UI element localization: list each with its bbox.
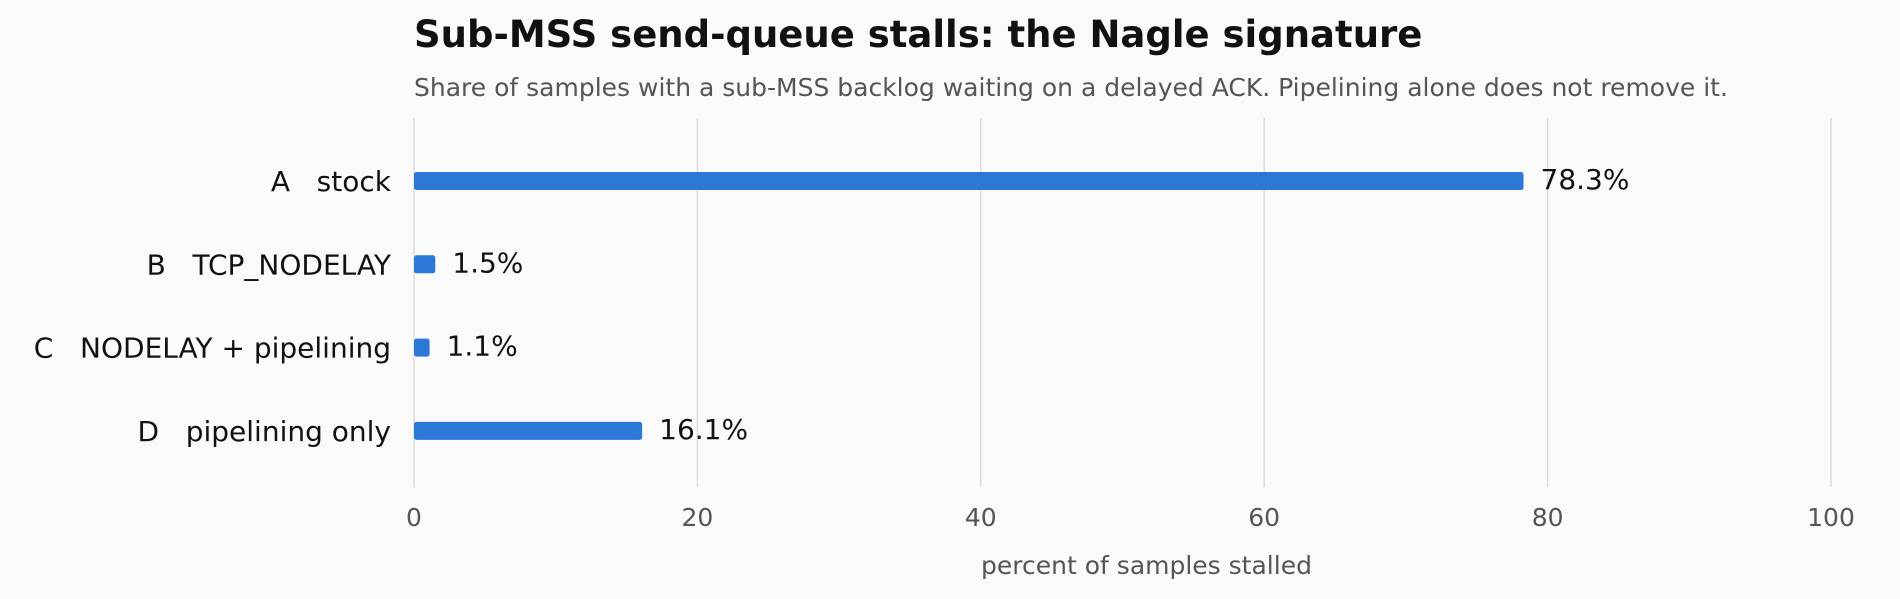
chart-title: Sub-MSS send-queue stalls: the Nagle sig… [414, 13, 1422, 56]
x-tick-label: 60 [1248, 503, 1280, 532]
category-label: D pipelining only [137, 415, 391, 448]
x-tick-label: 20 [681, 503, 713, 532]
bar [414, 338, 430, 357]
bars [414, 172, 1524, 440]
value-labels: 78.3% 1.5% 1.1% 16.1% [447, 163, 1630, 446]
category-label: C NODELAY + pipelining [34, 332, 391, 365]
bar [414, 172, 1524, 190]
category-labels: A stock B TCP_NODELAY C NODELAY + pipelini… [34, 165, 392, 448]
x-tick-label: 100 [1807, 503, 1855, 532]
value-label: 78.3% [1541, 163, 1630, 196]
x-tick-label: 40 [965, 503, 997, 532]
x-axis-label: percent of samples stalled [981, 551, 1312, 580]
x-tick-label: 80 [1532, 503, 1564, 532]
bar [414, 255, 436, 274]
bar [414, 421, 643, 440]
x-tick-label: 0 [406, 503, 422, 532]
value-label: 1.1% [447, 330, 518, 363]
value-label: 1.5% [452, 246, 523, 279]
category-label: B TCP_NODELAY [147, 248, 392, 281]
chart-subtitle: Share of samples with a sub-MSS backlog … [414, 73, 1728, 102]
value-label: 16.1% [659, 413, 748, 446]
x-tick-labels: 0 20 40 60 80 100 [406, 503, 1855, 532]
category-label: A stock [271, 165, 392, 198]
